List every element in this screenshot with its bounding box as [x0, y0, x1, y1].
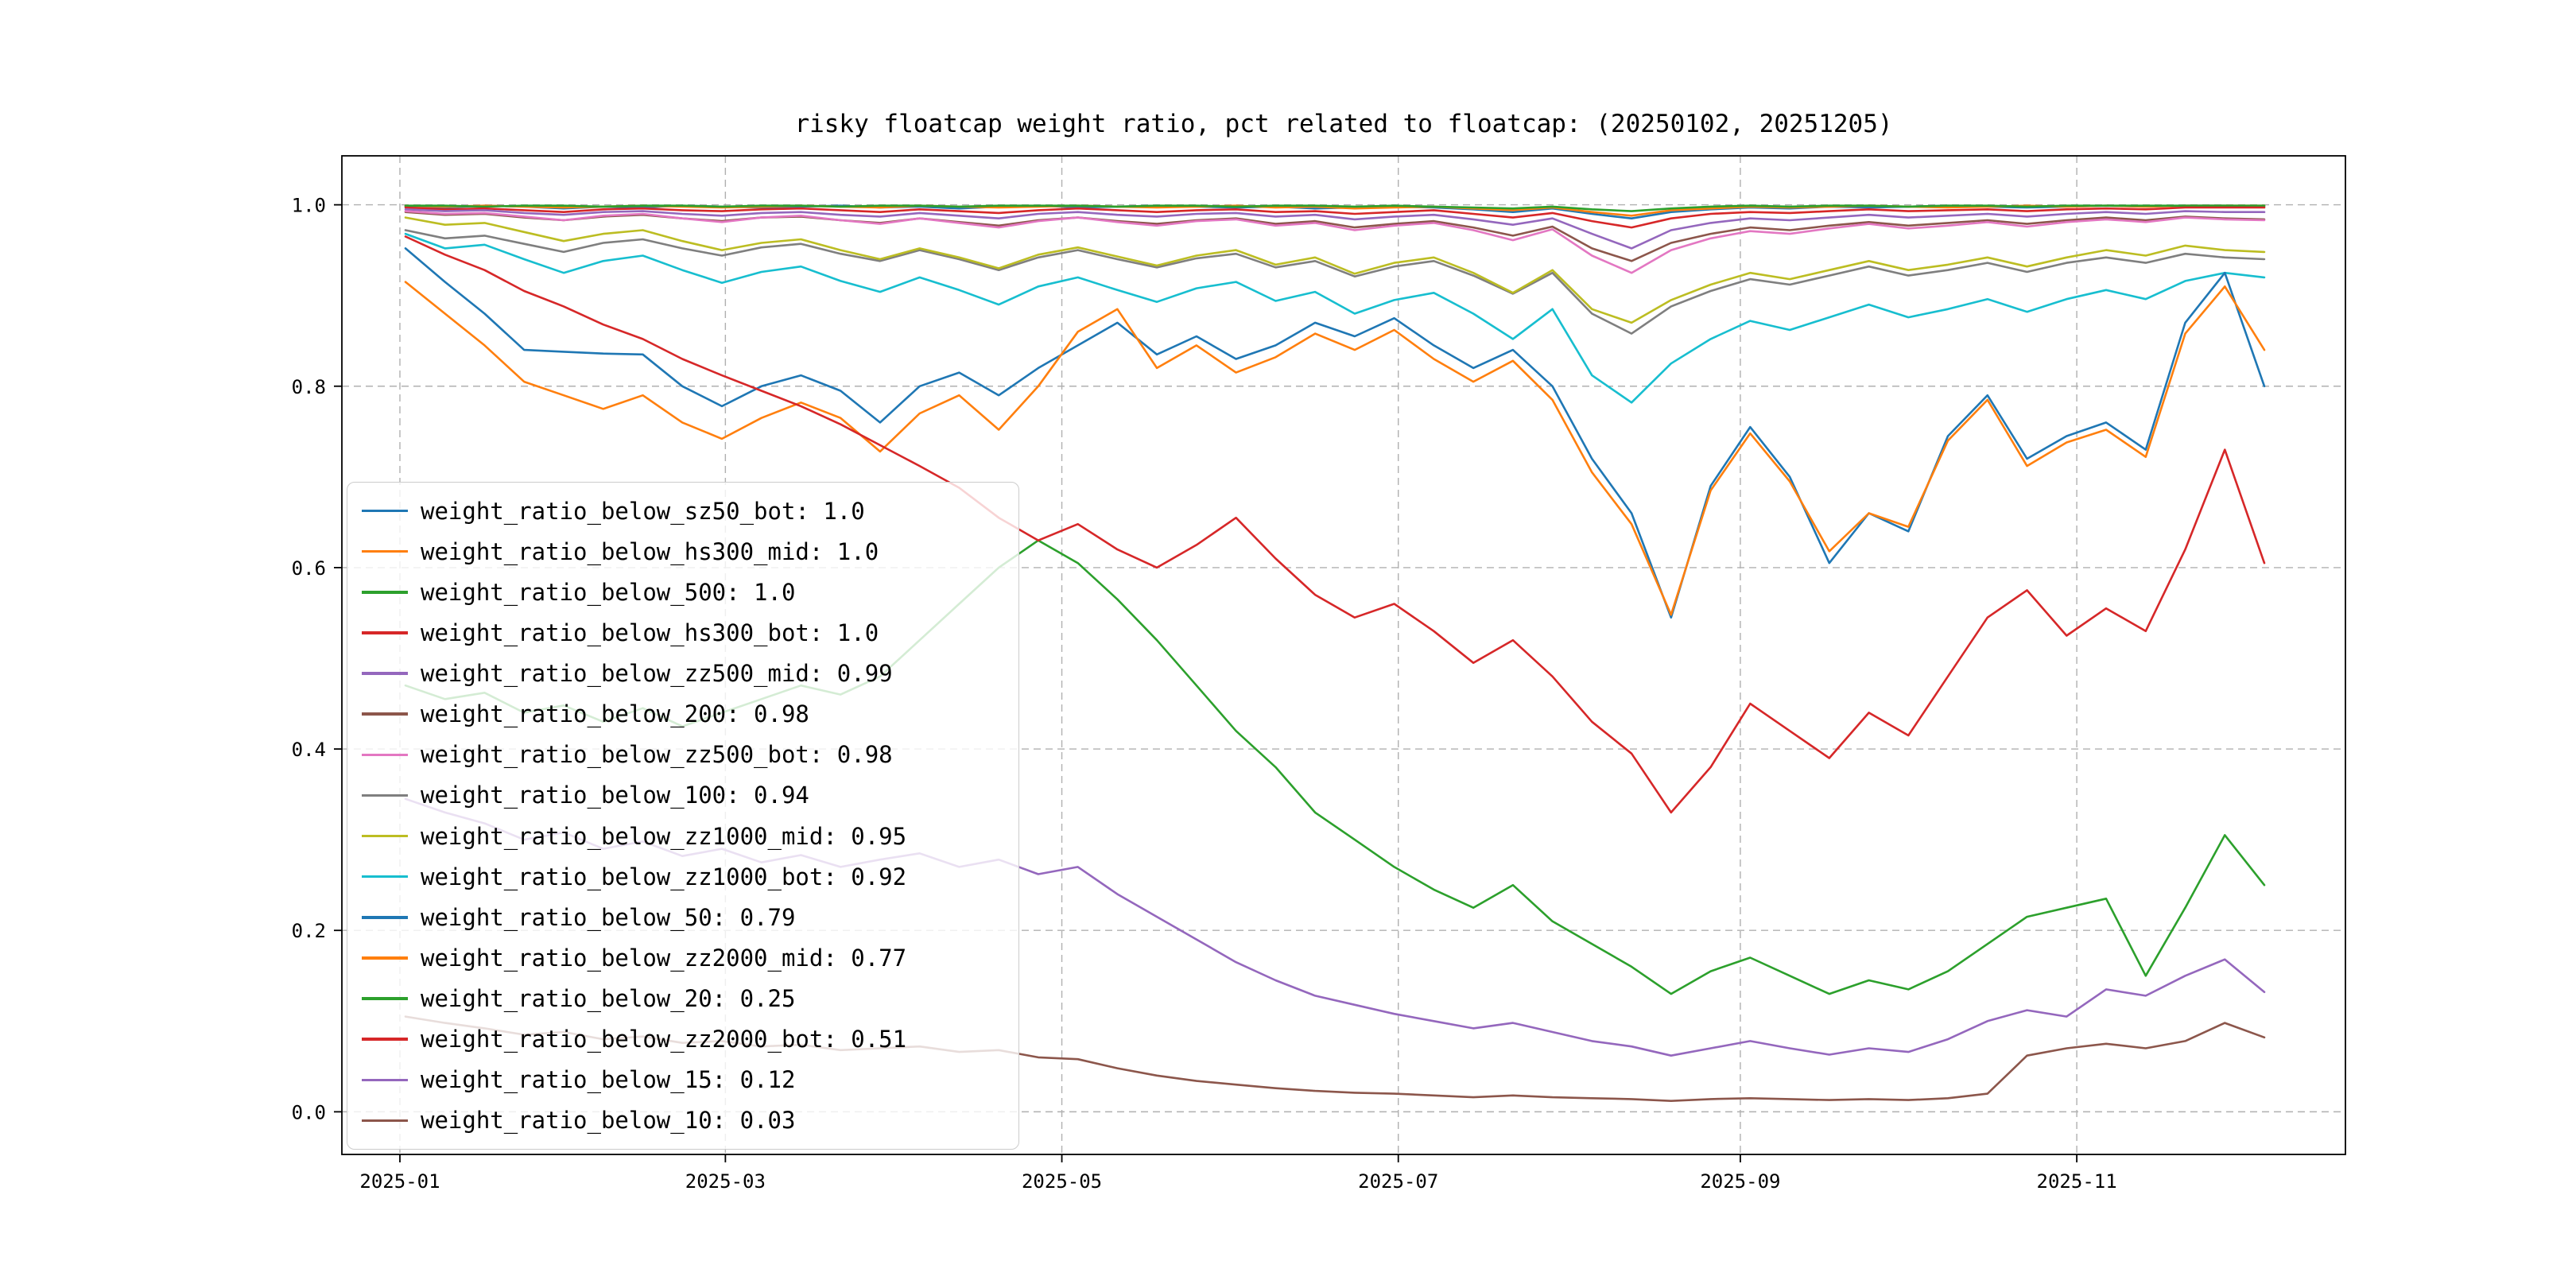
legend-item: weight_ratio_below_zz2000_bot: 0.51 — [362, 1026, 1004, 1053]
legend-line-sample — [362, 875, 408, 879]
legend-item: weight_ratio_below_200: 0.98 — [362, 700, 1004, 727]
legend-line-sample — [362, 509, 408, 513]
series-weight_ratio_below_hs300_bot — [404, 206, 2266, 229]
legend-label: weight_ratio_below_zz2000_bot: 0.51 — [421, 1026, 907, 1053]
legend-item: weight_ratio_below_zz500_mid: 0.99 — [362, 660, 1004, 687]
legend-item: weight_ratio_below_zz1000_bot: 0.92 — [362, 863, 1004, 890]
legend-item: weight_ratio_below_hs300_bot: 1.0 — [362, 619, 1004, 646]
legend-line-sample — [362, 997, 408, 1000]
legend-label: weight_ratio_below_zz1000_bot: 0.92 — [421, 863, 907, 890]
legend-line-sample — [362, 631, 408, 634]
legend-line-sample — [362, 1038, 408, 1041]
legend-label: weight_ratio_below_50: 0.79 — [421, 903, 796, 931]
legend-label: weight_ratio_below_hs300_bot: 1.0 — [421, 619, 879, 646]
legend: weight_ratio_below_sz50_bot: 1.0 weight_r… — [347, 482, 1019, 1150]
series-weight_ratio_below_100 — [404, 229, 2266, 335]
y-tick-label: 0.4 — [292, 739, 326, 761]
legend-item: weight_ratio_below_15: 0.12 — [362, 1066, 1004, 1093]
legend-label: weight_ratio_below_zz500_bot: 0.98 — [421, 741, 893, 769]
legend-label: weight_ratio_below_200: 0.98 — [421, 700, 809, 728]
legend-line-sample — [362, 753, 408, 757]
legend-line-sample — [362, 591, 408, 594]
legend-line-sample — [362, 712, 408, 716]
x-tick-label: 2025-03 — [685, 1170, 766, 1193]
y-tick-label: 0.2 — [292, 920, 326, 942]
x-tick-label: 2025-07 — [1358, 1170, 1438, 1193]
legend-item: weight_ratio_below_10: 0.03 — [362, 1107, 1004, 1134]
legend-line-sample — [362, 916, 408, 919]
legend-label: weight_ratio_below_zz2000_mid: 0.77 — [421, 944, 907, 972]
legend-line-sample — [362, 549, 408, 553]
series-weight_ratio_below_zz2000_mid — [404, 281, 2266, 616]
legend-item: weight_ratio_below_zz1000_mid: 0.95 — [362, 823, 1004, 850]
legend-item: weight_ratio_below_zz500_bot: 0.98 — [362, 741, 1004, 768]
legend-label: weight_ratio_below_10: 0.03 — [421, 1107, 796, 1135]
x-tick-label: 2025-01 — [359, 1170, 440, 1193]
y-tick-label: 0.6 — [292, 557, 326, 580]
legend-line-sample — [362, 1078, 408, 1082]
legend-line-sample — [362, 834, 408, 838]
legend-line-sample — [362, 1119, 408, 1123]
legend-label: weight_ratio_below_15: 0.12 — [421, 1066, 796, 1094]
series-weight_ratio_below_zz1000_mid — [404, 216, 2266, 324]
legend-item: weight_ratio_below_50: 0.79 — [362, 904, 1004, 931]
legend-label: weight_ratio_below_100: 0.94 — [421, 782, 809, 809]
legend-item: weight_ratio_below_zz2000_mid: 0.77 — [362, 945, 1004, 972]
series-weight_ratio_below_zz1000_bot — [404, 232, 2266, 404]
x-tick-label: 2025-05 — [1022, 1170, 1102, 1193]
series-weight_ratio_below_zz500_mid — [404, 208, 2266, 250]
series-weight_ratio_below_zz500_bot — [404, 210, 2266, 274]
series-weight_ratio_below_50 — [404, 247, 2266, 619]
plot-border — [341, 155, 2346, 1155]
y-tick-label: 1.0 — [292, 195, 326, 217]
legend-label: weight_ratio_below_sz50_bot: 1.0 — [421, 497, 865, 525]
chart-title: risky floatcap weight ratio, pct related… — [794, 110, 1893, 138]
x-tick-label: 2025-11 — [2037, 1170, 2117, 1193]
series-weight_ratio_below_zz2000_bot — [404, 235, 2266, 814]
legend-label: weight_ratio_below_zz500_mid: 0.99 — [421, 660, 893, 688]
series-weight_ratio_below_500 — [404, 204, 2266, 212]
legend-item: weight_ratio_below_hs300_mid: 1.0 — [362, 538, 1004, 565]
y-tick-label: 0.8 — [292, 376, 326, 398]
legend-item: weight_ratio_below_sz50_bot: 1.0 — [362, 498, 1004, 525]
y-tick-label: 0.0 — [292, 1101, 326, 1123]
legend-label: weight_ratio_below_500: 1.0 — [421, 578, 796, 606]
legend-line-sample — [362, 956, 408, 960]
legend-label: weight_ratio_below_hs300_mid: 1.0 — [421, 537, 879, 565]
legend-item: weight_ratio_below_100: 0.94 — [362, 782, 1004, 809]
legend-label: weight_ratio_below_zz1000_mid: 0.95 — [421, 822, 907, 850]
legend-item: weight_ratio_below_20: 0.25 — [362, 985, 1004, 1012]
legend-item: weight_ratio_below_500: 1.0 — [362, 579, 1004, 606]
legend-label: weight_ratio_below_20: 0.25 — [421, 985, 796, 1013]
legend-line-sample — [362, 793, 408, 797]
legend-line-sample — [362, 672, 408, 675]
x-tick-label: 2025-09 — [1700, 1170, 1780, 1193]
